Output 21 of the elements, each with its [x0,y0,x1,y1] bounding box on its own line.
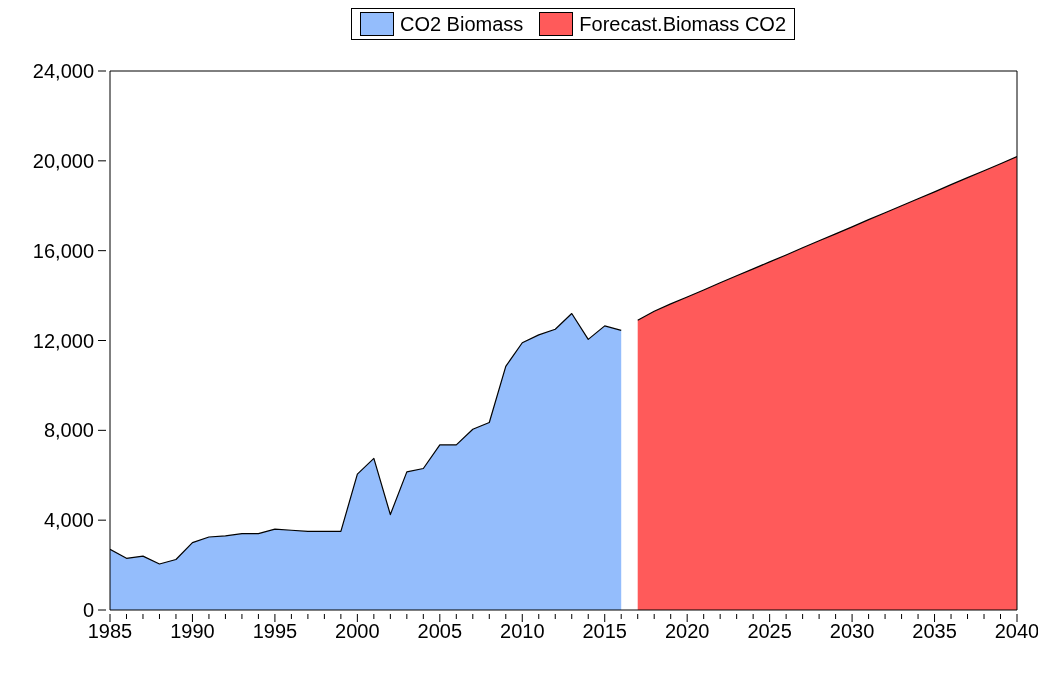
x-tick-label: 1995 [252,620,298,642]
y-tick-label: 4,000 [43,509,94,532]
x-tick-label: 1990 [170,620,215,642]
y-tick-label: 12,000 [32,329,94,352]
y-tick-label: 8,000 [43,419,94,442]
x-tick-label: 2035 [912,620,957,642]
x-tick-label: 2000 [335,620,380,642]
x-tick-label: 2015 [582,620,627,642]
legend-label: CO2 Biomass [399,12,524,36]
x-tick-label: 1985 [87,620,133,642]
y-tick-label: 0 [82,599,94,621]
y-tick-label: 16,000 [32,239,94,262]
x-tick-label: 2010 [500,620,545,642]
x-tick-label: 2030 [829,620,875,642]
x-tick-label: 2005 [417,620,463,642]
x-tick-label: 2025 [747,620,792,642]
legend-label: Forecast.Biomass CO2 [579,12,787,36]
x-tick-label: 2020 [664,620,710,642]
y-tick-label: 24,000 [32,60,94,82]
y-tick-label: 20,000 [32,149,94,172]
x-tick-label: 2040 [994,620,1040,642]
